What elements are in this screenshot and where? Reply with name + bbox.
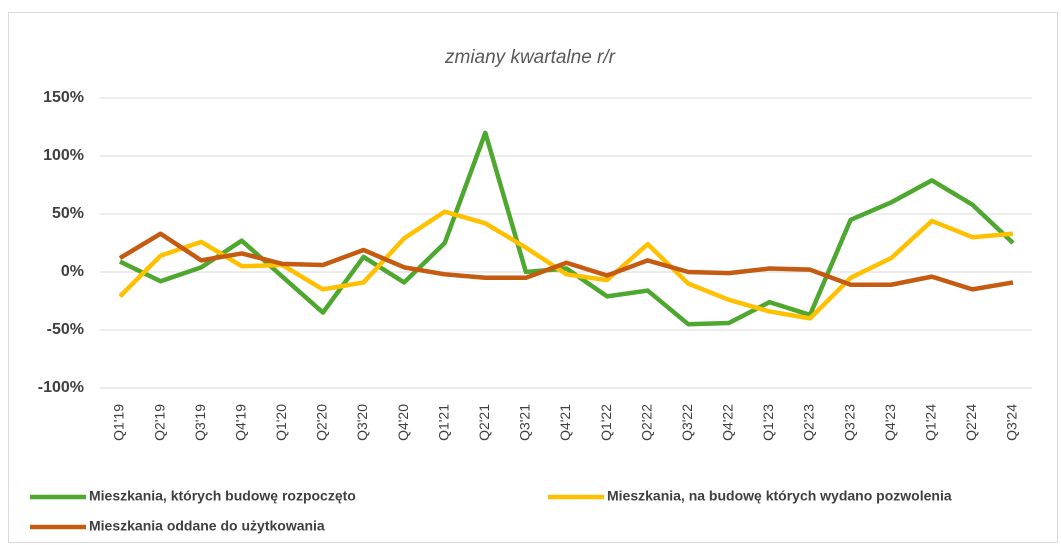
chart-title: zmiany kwartalne r/r: [444, 47, 616, 68]
x-tick-label: Q2'19: [151, 404, 167, 441]
x-tick-label: Q1'23: [760, 404, 776, 441]
x-tick-label: Q3'19: [192, 404, 208, 441]
x-tick-label: Q3'24: [1004, 404, 1020, 441]
x-tick-label: Q1'19: [111, 404, 127, 441]
x-tick-label: Q3'23: [841, 404, 857, 441]
y-tick-label: 150%: [43, 89, 84, 106]
legend-label: Mieszkania, których budowę rozpoczęto: [89, 488, 356, 504]
x-tick-label: Q1'22: [598, 404, 614, 441]
x-tick-label: Q2'21: [476, 404, 492, 441]
y-tick-label: -100%: [38, 379, 84, 396]
y-tick-label: 0%: [61, 263, 84, 280]
legend-label: Mieszkania oddane do użytkowania: [89, 518, 325, 534]
x-tick-label: Q4'20: [395, 404, 411, 441]
x-tick-label: Q2'24: [963, 404, 979, 441]
x-tick-label: Q1'21: [435, 404, 451, 441]
x-tick-label: Q2'20: [314, 404, 330, 441]
x-tick-label: Q2'22: [638, 404, 654, 441]
x-tick-label: Q3'22: [679, 404, 695, 441]
x-tick-label: Q2'23: [801, 404, 817, 441]
series-line: [118, 209, 1014, 321]
x-tick-label: Q4'22: [720, 404, 736, 441]
x-tick-label: Q3'21: [517, 404, 533, 441]
y-tick-label: 100%: [43, 147, 84, 164]
y-tick-label: -50%: [47, 321, 84, 338]
x-tick-label: Q1'24: [923, 404, 939, 441]
y-tick-label: 50%: [52, 205, 84, 222]
x-tick-label: Q1'20: [273, 404, 289, 441]
x-tick-label: Q3'20: [354, 404, 370, 441]
x-tick-label: Q4'21: [557, 404, 573, 441]
series-line: [118, 231, 1014, 292]
x-tick-label: Q4'19: [232, 404, 248, 441]
x-tick-label: Q4'23: [882, 404, 898, 441]
legend-label: Mieszkania, na budowę których wydano poz…: [607, 488, 952, 504]
